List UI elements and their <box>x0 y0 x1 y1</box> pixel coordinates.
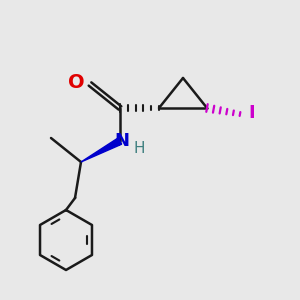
Polygon shape <box>81 138 122 162</box>
Text: O: O <box>68 73 85 92</box>
Text: N: N <box>114 132 129 150</box>
Text: I: I <box>249 103 255 122</box>
Text: H: H <box>134 141 145 156</box>
